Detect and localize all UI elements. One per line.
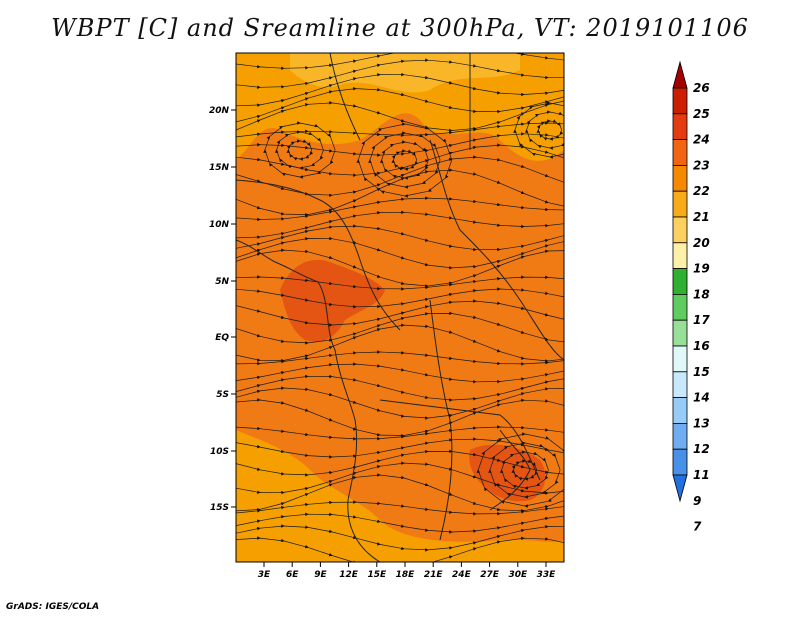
country-borders [236,53,564,562]
map-frame [235,52,565,563]
streamline [513,101,564,159]
lon-tick-label: 18E [396,570,416,580]
lon-tick-label: 3E [258,570,271,580]
colorbar-swatch [672,190,688,218]
lon-tick-label: 33E [537,570,557,580]
colorbar-swatch [672,345,688,373]
grads-credit: GrADS: IGES/COLA [6,602,100,612]
streamline [236,425,564,441]
colorbar-label: 20 [693,236,710,250]
colorbar-swatch [672,164,688,192]
lon-tick-label: 15E [367,570,387,580]
colorbar-label: 23 [693,158,710,172]
streamline [476,432,564,508]
colorbar-swatch [672,448,688,476]
colorbar-label: 13 [693,416,710,430]
colorbar-label: 17 [693,313,710,327]
colorbar-top-arrow [672,60,688,89]
chart-title: WBPT [C] and Sreamline at 300hPa, VT: 20… [51,14,749,42]
colorbar-swatch [672,397,688,424]
colorbar-swatch [672,87,688,115]
colorbar-label: 14 [693,391,710,405]
colorbar-label: 26 [693,81,710,95]
colorbar-label: 12 [693,442,710,456]
colorbar-swatch [672,268,688,295]
lat-tick-label: 15S [210,503,229,513]
colorbar-swatch [672,422,688,450]
colorbar-swatch [672,371,688,398]
colorbar-label: 16 [693,339,710,353]
colorbar-bottom-arrow [672,474,688,503]
lat-tick-label: 5N [215,277,229,287]
longitude-axis: 3E 6E 9E 12E 15E 18E 21E 24E 27E 30E 33E [258,562,556,580]
lat-tick-label: 5S [216,390,229,400]
colorbar-label: 11 [693,468,710,482]
lat-tick-label: EQ [215,333,229,343]
colorbar-swatch [672,139,688,166]
lat-tick-label: 10S [210,447,229,457]
streamline [263,121,336,179]
colorbar-swatch [672,293,688,321]
colorbar-swatch [672,242,688,270]
lon-tick-label: 12E [339,570,359,580]
colorbar-label: 18 [693,287,710,301]
streamline [236,536,564,562]
colorbar-label: 25 [693,107,710,121]
lat-tick-label: 10N [209,220,230,230]
streamline [356,122,453,198]
colorbar-label: 24 [693,133,710,147]
colorbar-label: 7 [693,520,702,534]
colorbar-label: 19 [693,262,710,276]
colorbar-label: 22 [693,184,710,198]
lon-tick-label: 9E [314,570,327,580]
colorbar-swatch [672,113,688,141]
colorbar-label: 9 [693,494,701,508]
lat-tick-label: 15N [209,163,230,173]
colorbar-swatch [672,319,688,347]
lon-tick-label: 6E [286,570,299,580]
lon-tick-label: 24E [452,570,472,580]
latitude-axis: 20N 15N 10N 5N EQ 5S 10S 15S [209,106,236,513]
colorbar-label: 21 [693,210,710,224]
streamline [236,500,564,516]
lon-tick-label: 21E [424,570,444,580]
lon-tick-label: 27E [480,570,500,580]
lon-tick-label: 30E [508,570,528,580]
colorbar-label: 15 [693,365,710,379]
colorbar-swatch [672,216,688,244]
lat-tick-label: 20N [209,106,230,116]
